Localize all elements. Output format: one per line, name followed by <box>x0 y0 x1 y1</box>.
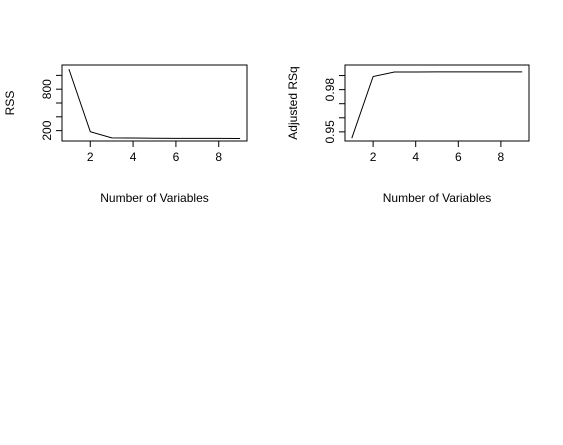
x-axis-title: Number of Variables <box>383 191 492 205</box>
series-line <box>68 68 241 139</box>
y-tick-label: 0.95 <box>323 120 337 144</box>
chart-panel-1: 2 4 6 8 200 800 Number of Variables RSS <box>3 64 248 205</box>
series-line <box>351 71 523 139</box>
x-tick-label: 4 <box>130 150 137 164</box>
x-tick-label: 2 <box>370 150 377 164</box>
plot-frame <box>344 64 530 142</box>
x-tick-label: 6 <box>455 150 462 164</box>
y-axis-title: RSS <box>3 91 17 116</box>
x-tick-label: 2 <box>87 150 94 164</box>
x-axis-title: Number of Variables <box>100 191 209 205</box>
chart-panel-2: 2 4 6 8 0.95 0.98 Number of Variables Adjusted … <box>286 64 530 205</box>
x-tick-label: 6 <box>173 150 180 164</box>
x-tick-label: 8 <box>498 150 505 164</box>
y-tick-label: 200 <box>40 120 54 140</box>
y-tick-label: 800 <box>40 79 54 99</box>
y-axis-title: Adjusted RSq <box>286 66 300 139</box>
x-tick-label: 4 <box>412 150 419 164</box>
y-tick-label: 0.98 <box>323 78 337 102</box>
x-tick-label: 8 <box>215 150 222 164</box>
